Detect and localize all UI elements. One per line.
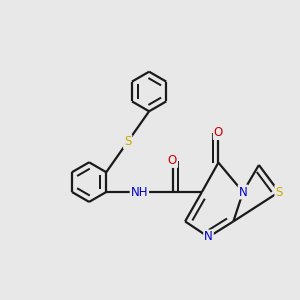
Text: NH: NH (130, 185, 148, 199)
Text: O: O (214, 126, 223, 139)
Text: S: S (124, 135, 131, 148)
Text: N: N (204, 230, 213, 244)
Text: N: N (238, 185, 247, 199)
Text: O: O (168, 154, 177, 167)
Text: S: S (275, 185, 283, 199)
